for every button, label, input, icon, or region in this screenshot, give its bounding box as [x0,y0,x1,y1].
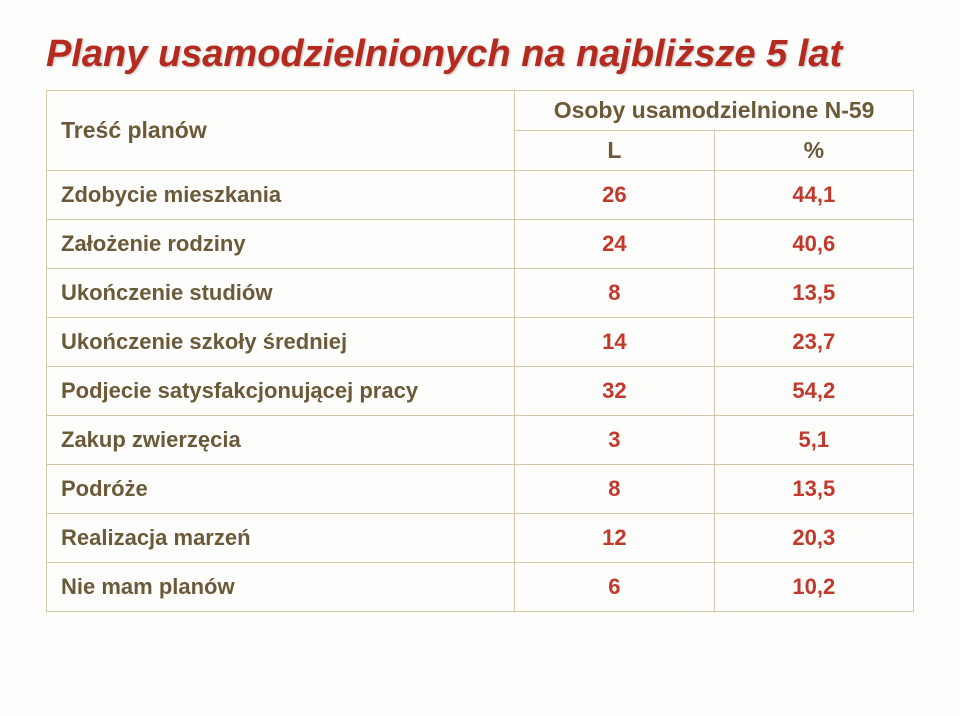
row-value-l: 8 [515,268,714,317]
table-row: Realizacja marzeń1220,3 [47,513,914,562]
table-body: Zdobycie mieszkania2644,1Założenie rodzi… [47,170,914,611]
row-value-pct: 13,5 [714,464,913,513]
row-value-pct: 23,7 [714,317,913,366]
row-value-pct: 5,1 [714,415,913,464]
table-row: Założenie rodziny2440,6 [47,219,914,268]
header-sub-pct: % [714,130,913,170]
plans-table: Treść planów Osoby usamodzielnione N-59 … [46,90,914,612]
row-label: Ukończenie szkoły średniej [47,317,515,366]
table-row: Podróże813,5 [47,464,914,513]
row-value-pct: 54,2 [714,366,913,415]
row-value-pct: 40,6 [714,219,913,268]
row-label: Realizacja marzeń [47,513,515,562]
header-sub-l: L [515,130,714,170]
row-value-pct: 44,1 [714,170,913,219]
row-label: Zdobycie mieszkania [47,170,515,219]
row-value-pct: 10,2 [714,562,913,611]
row-value-l: 32 [515,366,714,415]
row-value-l: 6 [515,562,714,611]
row-label: Zakup zwierzęcia [47,415,515,464]
slide: Plany usamodzielnionych na najbliższe 5 … [0,0,960,716]
row-label: Podróże [47,464,515,513]
table-row: Ukończenie szkoły średniej1423,7 [47,317,914,366]
row-value-pct: 13,5 [714,268,913,317]
slide-title: Plany usamodzielnionych na najbliższe 5 … [46,34,914,76]
row-label: Założenie rodziny [47,219,515,268]
table-row: Zakup zwierzęcia35,1 [47,415,914,464]
table-row: Nie mam planów610,2 [47,562,914,611]
row-value-l: 26 [515,170,714,219]
row-value-l: 3 [515,415,714,464]
row-value-pct: 20,3 [714,513,913,562]
row-label: Nie mam planów [47,562,515,611]
table-row: Podjecie satysfakcjonującej pracy3254,2 [47,366,914,415]
row-value-l: 12 [515,513,714,562]
table-row: Ukończenie studiów813,5 [47,268,914,317]
row-value-l: 8 [515,464,714,513]
row-label: Podjecie satysfakcjonującej pracy [47,366,515,415]
table-row: Zdobycie mieszkania2644,1 [47,170,914,219]
row-label: Ukończenie studiów [47,268,515,317]
header-col-label: Treść planów [47,90,515,170]
row-value-l: 14 [515,317,714,366]
row-value-l: 24 [515,219,714,268]
table-header: Treść planów Osoby usamodzielnione N-59 … [47,90,914,170]
header-col-merged: Osoby usamodzielnione N-59 [515,90,914,130]
